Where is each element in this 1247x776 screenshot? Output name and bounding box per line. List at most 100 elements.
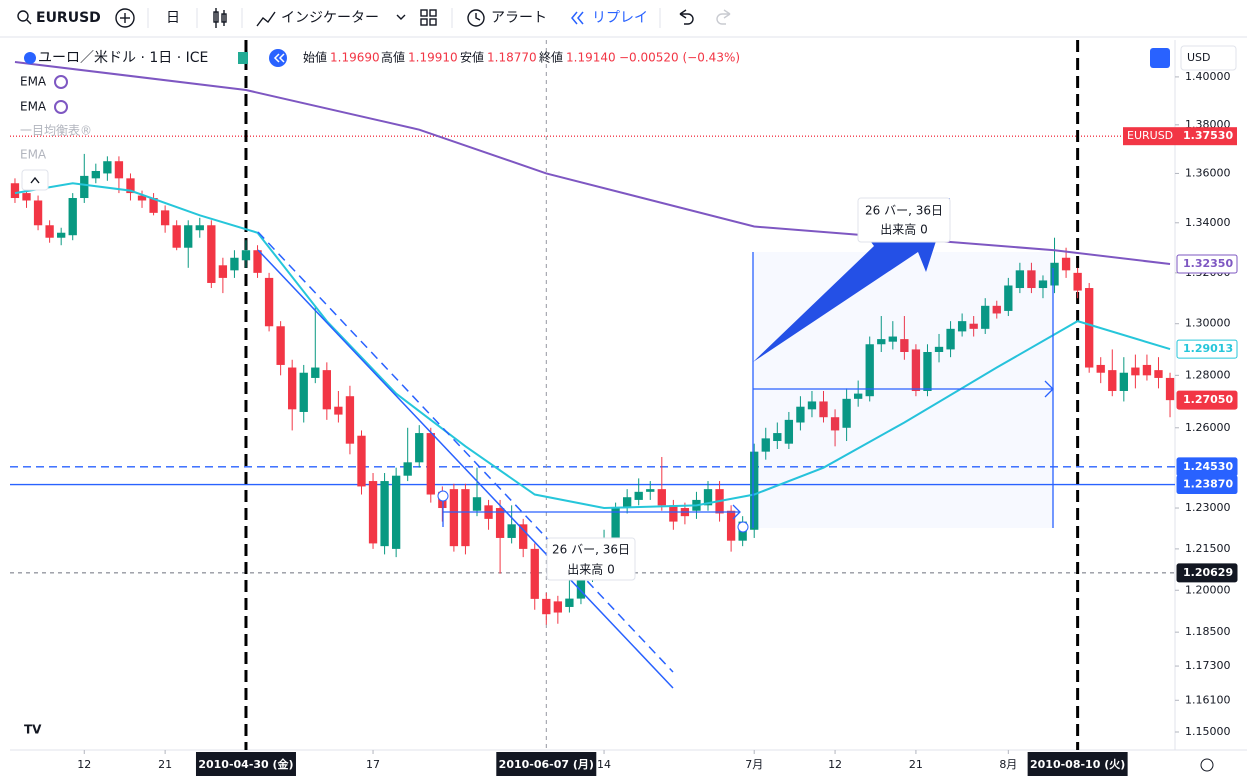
candle-body <box>426 433 435 495</box>
sync-button[interactable] <box>1150 48 1170 68</box>
undo[interactable] <box>679 9 694 25</box>
replay-badge[interactable] <box>269 49 287 67</box>
candle-body <box>1119 372 1128 391</box>
price-tag-label: 1.27050 <box>1183 393 1233 406</box>
price-tag-label: 1.23870 <box>1183 478 1233 491</box>
x-tick-label: 17 <box>366 758 380 771</box>
date-range-box <box>753 252 1053 528</box>
interval[interactable]: 日 <box>166 10 180 26</box>
candle-body <box>854 393 863 399</box>
x-tick-label: 12 <box>828 758 842 771</box>
date-tag-label: 2010-04-30 (金) <box>198 757 293 771</box>
close-value: 1.19140 <box>566 51 616 65</box>
low-value: 1.18770 <box>487 51 537 65</box>
symbol-title: ユーロ／米ドル · 1日 · ICE <box>38 50 208 66</box>
y-tick-label: 1.36000 <box>1185 166 1231 179</box>
collapse-button[interactable] <box>21 169 49 191</box>
candle-body <box>877 339 886 345</box>
y-tick-label: 1.28000 <box>1185 368 1231 381</box>
indicators-label[interactable]: インジケーター <box>281 10 379 26</box>
indicators-button[interactable]: インジケーター <box>256 10 406 27</box>
candle-body <box>1154 370 1163 378</box>
price-tag-label: 1.24530 <box>1183 460 1233 473</box>
open-value: 1.19690 <box>330 51 380 65</box>
anchor[interactable] <box>437 490 449 502</box>
candle-body <box>10 183 20 199</box>
study-icon[interactable] <box>54 75 68 89</box>
price-tag-name: EURUSD <box>1127 129 1173 142</box>
currency-box[interactable] <box>1180 45 1237 71</box>
candle-body <box>299 372 308 412</box>
market-flag <box>238 52 248 64</box>
x-tick-label: 21 <box>909 758 923 771</box>
candle-body <box>1015 270 1025 289</box>
candle-body <box>114 161 124 179</box>
settings[interactable] <box>1200 758 1214 772</box>
candle-body <box>796 406 805 423</box>
price-tag-label: 1.20629 <box>1183 566 1233 579</box>
price-tag <box>1123 127 1237 146</box>
ema-line <box>14 60 1171 266</box>
candle-body <box>1073 272 1082 291</box>
chart-style[interactable] <box>213 8 227 28</box>
candle-body <box>184 225 193 248</box>
y-tick-label: 1.34000 <box>1185 216 1231 229</box>
candle-body <box>865 344 874 397</box>
measure-text: 26 バー, 36日 <box>552 543 630 557</box>
study[interactable]: EMA <box>20 75 47 89</box>
study[interactable]: EMA <box>20 100 47 114</box>
y-tick-label: 1.18500 <box>1185 625 1231 638</box>
study-icon[interactable] <box>54 100 68 114</box>
candle-body <box>842 398 851 428</box>
candle-body <box>646 489 655 492</box>
candle-body <box>576 579 586 599</box>
measure-tooltip <box>857 197 951 243</box>
layouts-button[interactable] <box>420 9 437 26</box>
candle-body <box>969 323 978 329</box>
currency[interactable]: USD <box>1187 51 1211 64</box>
redo[interactable] <box>716 9 731 25</box>
measure-sub: 出来高 0 <box>567 563 614 577</box>
candle-body <box>992 305 1001 314</box>
y-tick-label: 1.17300 <box>1185 659 1231 672</box>
candle-body <box>103 161 112 174</box>
search-button[interactable]: EURUSD <box>17 10 101 26</box>
candle-body <box>923 351 932 391</box>
alert-label[interactable]: アラート <box>491 10 547 26</box>
add-symbol[interactable] <box>115 8 135 28</box>
candle-body <box>957 321 967 332</box>
alert-button[interactable]: アラート <box>467 9 547 27</box>
candle-body <box>68 198 77 236</box>
replay-button[interactable]: リプレイ <box>571 10 648 26</box>
candle-body <box>622 497 632 509</box>
date-tag <box>1027 752 1128 776</box>
flag-icon <box>24 52 36 64</box>
candle-body <box>22 193 31 201</box>
logo: TV <box>24 723 42 737</box>
price-tag <box>1176 254 1238 274</box>
candle-body <box>137 195 147 201</box>
candle-body <box>195 225 204 231</box>
candle-body <box>322 370 331 410</box>
trend-channel <box>257 231 674 673</box>
candle-body <box>160 210 170 226</box>
y-tick-label: 1.16100 <box>1185 693 1231 706</box>
high-label: 高値 <box>381 50 405 65</box>
study[interactable]: EMA <box>20 148 47 162</box>
symbol[interactable]: EURUSD <box>36 10 101 26</box>
arrow-head <box>732 504 741 520</box>
y-tick-label: 1.21500 <box>1185 542 1231 555</box>
candle-body <box>241 250 251 261</box>
open-label: 始値 <box>303 50 327 65</box>
study[interactable]: 一目均衡表® <box>20 124 92 138</box>
candle-body <box>888 336 897 342</box>
candle-body <box>1061 257 1071 271</box>
candle-body <box>415 433 424 463</box>
measure-text: 26 バー, 36日 <box>865 204 943 218</box>
candle-body <box>253 250 262 273</box>
candle-body <box>900 339 909 352</box>
candle-body <box>1038 280 1048 289</box>
anchor[interactable] <box>737 521 749 533</box>
replay-label[interactable]: リプレイ <box>592 10 648 26</box>
